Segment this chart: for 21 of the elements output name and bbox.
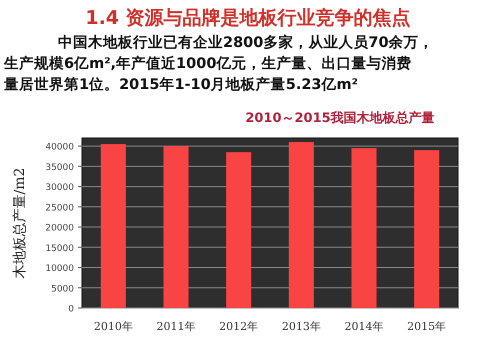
x-tick-label: 2011年 bbox=[156, 320, 196, 333]
x-tick-label: 2013年 bbox=[282, 320, 321, 333]
annotation: 量居世界第1位。2015年1-10月地板产量5.23亿m² bbox=[4, 77, 358, 93]
y-tick-label: 10000 bbox=[45, 264, 74, 274]
x-tick-label: 2012年 bbox=[219, 320, 258, 333]
annotation: 生产规模6亿m²,年产值近1000亿元，生产量、出口量与消费 bbox=[4, 56, 412, 72]
annotation: 中国木地板行业已有企业2800多家，从业人员70余万， bbox=[58, 35, 434, 51]
y-tick-label: 5000 bbox=[51, 284, 74, 294]
x-tick-label: 2015年 bbox=[407, 320, 446, 333]
x-tick-label: 2010年 bbox=[94, 320, 133, 333]
ylabel: 木地板总产量/m2 bbox=[12, 168, 28, 278]
subtitle: 2010～2015我国木地板总产量 bbox=[245, 111, 435, 126]
y-tick-label: 15000 bbox=[45, 244, 74, 254]
y-tick-label: 30000 bbox=[45, 183, 74, 194]
y-tick-label: 20000 bbox=[45, 224, 74, 234]
x-tick-label: 2014年 bbox=[344, 320, 384, 333]
y-tick-label: 40000 bbox=[45, 142, 74, 153]
y-tick-label: 25000 bbox=[45, 203, 74, 214]
y-tick-label: 0 bbox=[68, 304, 74, 314]
title: 1.4 资源与品牌是地板行业竞争的焦点 bbox=[85, 7, 411, 29]
y-tick-label: 35000 bbox=[45, 162, 74, 173]
